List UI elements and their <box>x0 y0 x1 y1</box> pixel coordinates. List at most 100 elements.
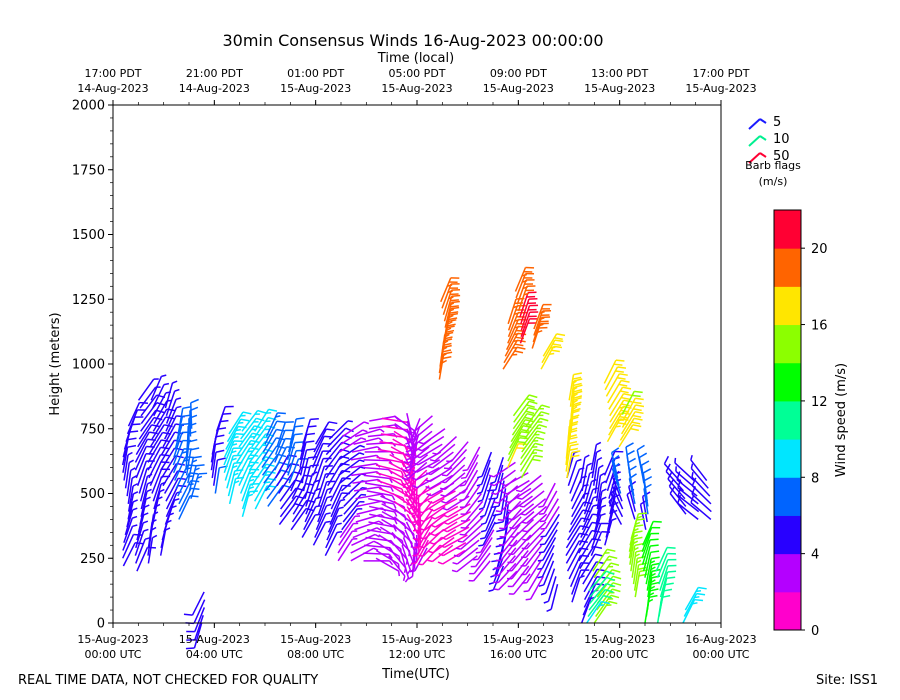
wind-barb <box>655 546 676 572</box>
top-tick-time: 13:00 PDT <box>591 67 648 80</box>
wind-barb <box>342 421 370 438</box>
top-tick-date: 15-Aug-2023 <box>584 82 655 95</box>
site-label: Site: ISS1 <box>816 673 879 688</box>
wind-barb <box>520 544 543 567</box>
wind-barb <box>507 565 530 588</box>
wind-barb <box>427 490 456 504</box>
x-tick-time: 16:00 UTC <box>490 648 547 661</box>
wind-barb <box>682 598 704 624</box>
y-tick-label: 750 <box>80 422 105 437</box>
wind-barb <box>495 539 518 562</box>
wind-barb <box>327 506 344 533</box>
wind-barb <box>517 285 536 312</box>
wind-barb <box>595 496 607 525</box>
wind-barb <box>432 435 458 455</box>
wind-barb <box>478 482 493 511</box>
wind-barb <box>608 386 632 410</box>
wind-barb <box>531 322 549 349</box>
wind-barb <box>604 517 617 546</box>
wind-barb <box>355 513 386 523</box>
wind-barb <box>515 272 535 299</box>
wind-barb <box>317 487 333 515</box>
wind-barb <box>339 515 361 538</box>
wind-barb <box>539 521 560 546</box>
wind-barb <box>363 552 393 559</box>
wind-barb <box>488 472 504 500</box>
wind-barb <box>512 394 538 417</box>
wind-barb <box>124 507 138 536</box>
wind-barb <box>520 304 539 331</box>
y-axis: 0 250 500 750 1000 1250 1500 1750 2000 <box>72 99 113 632</box>
top-tick-date: 15-Aug-2023 <box>381 82 452 95</box>
wind-barb <box>165 397 182 424</box>
wind-barb <box>621 390 643 415</box>
wind-barb <box>427 451 454 469</box>
wind-barb <box>325 455 350 479</box>
wind-barb <box>589 576 615 598</box>
wind-barb <box>569 562 590 588</box>
wind-barb <box>629 536 643 565</box>
wind-barb <box>489 469 516 487</box>
wind-barb <box>415 490 444 505</box>
wind-barb <box>388 555 406 582</box>
wind-barb <box>178 487 200 512</box>
wind-barb <box>565 443 579 472</box>
wind-barb <box>520 298 538 325</box>
wind-barb <box>659 564 677 591</box>
wind-barb <box>122 524 138 551</box>
wind-barb <box>659 576 676 604</box>
wind-barb <box>493 562 517 584</box>
wind-barb <box>351 533 380 546</box>
wind-barb <box>438 542 467 557</box>
wind-barb <box>278 471 302 494</box>
wind-barb <box>404 441 419 469</box>
wind-barb <box>636 444 645 476</box>
wind-barb <box>610 447 620 479</box>
colorbar-frame <box>773 209 802 631</box>
top-tick-time: 09:00 PDT <box>490 67 547 80</box>
wind-barb <box>254 485 276 510</box>
wind-barb <box>508 573 531 595</box>
wind-barb <box>469 552 491 575</box>
wind-barb <box>317 480 336 507</box>
x-tick-date: 15-Aug-2023 <box>280 633 351 646</box>
wind-barb <box>441 283 460 309</box>
wind-barb <box>375 557 401 577</box>
wind-barb <box>499 508 522 530</box>
wind-barb <box>684 586 707 611</box>
wind-barb <box>522 521 547 541</box>
wind-barb <box>223 447 242 474</box>
wind-barb <box>468 560 491 582</box>
wind-barb <box>241 483 259 510</box>
wind-barb <box>589 582 615 605</box>
x-tick-date: 15-Aug-2023 <box>381 633 452 646</box>
wind-barb <box>583 568 606 593</box>
wind-barb <box>363 474 393 484</box>
colorbar-segment <box>774 439 801 478</box>
wind-barb <box>591 449 602 479</box>
wind-barb <box>151 416 175 440</box>
wind-barb <box>460 508 484 529</box>
wind-barb <box>299 440 315 468</box>
wind-barb <box>476 467 491 495</box>
wind-barb <box>342 500 365 523</box>
wind-barb <box>506 495 533 512</box>
wind-barb <box>140 488 152 517</box>
wind-barb <box>567 458 582 486</box>
wind-barb <box>402 454 429 472</box>
wind-barb <box>507 542 530 564</box>
wind-barb <box>425 459 453 476</box>
top-tick-date: 15-Aug-2023 <box>280 82 351 95</box>
wind-barb <box>593 555 618 579</box>
wind-barb <box>683 592 706 617</box>
wind-barb <box>656 552 676 578</box>
wind-barb <box>286 433 303 461</box>
wind-barb <box>413 516 434 541</box>
wind-barb <box>254 408 278 432</box>
x-axis: 15-Aug-2023 00:00 UTC 15-Aug-2023 04:00 UTC… <box>77 623 757 661</box>
wind-barb <box>503 339 526 364</box>
colorbar-segment <box>774 591 801 631</box>
wind-barb <box>411 539 429 565</box>
wind-barb <box>532 316 551 343</box>
wind-barb <box>446 441 469 463</box>
